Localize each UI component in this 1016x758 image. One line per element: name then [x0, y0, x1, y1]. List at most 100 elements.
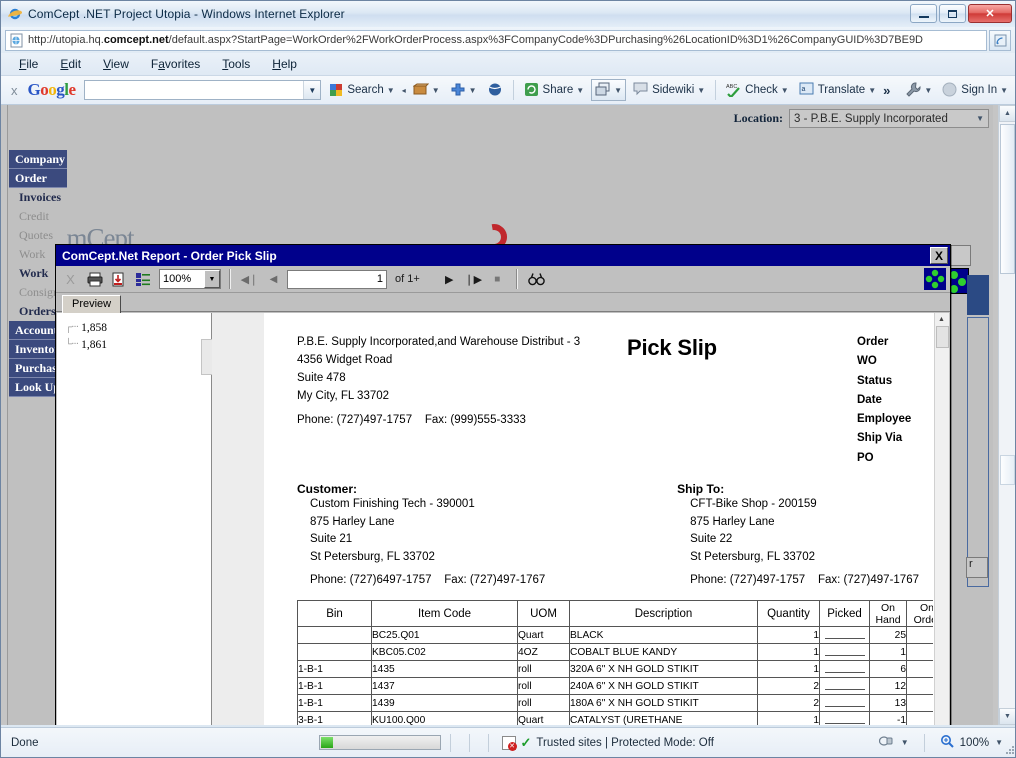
- sidebar-item-purchase[interactable]: Purchase: [9, 359, 67, 378]
- chevron-down-icon[interactable]: ▼: [868, 85, 877, 95]
- company-block: P.B.E. Supply Incorporated,and Warehouse…: [297, 333, 627, 468]
- refresh-icon[interactable]: [132, 269, 153, 290]
- menu-help[interactable]: Help: [272, 57, 297, 71]
- maximize-button[interactable]: [939, 4, 966, 23]
- shipto-contact: Phone: (727)497-1757 Fax: (727)497-1767: [690, 574, 919, 587]
- sidebar-item-quotes[interactable]: Quotes: [9, 226, 67, 245]
- stop-button[interactable]: ■: [494, 273, 501, 285]
- toolbar-divider: [512, 80, 514, 100]
- sidebar-item-work-orders[interactable]: Work: [9, 264, 67, 283]
- chevron-down-icon[interactable]: ▼: [1000, 85, 1009, 95]
- google-settings-button[interactable]: ▼: [902, 82, 935, 98]
- google-share-button[interactable]: Share ▼: [521, 82, 588, 98]
- company-address2: Suite 478: [297, 372, 346, 384]
- tree-splitter[interactable]: [212, 313, 264, 725]
- menu-favorites[interactable]: Favorites: [150, 57, 201, 71]
- field-label-date: Date: [857, 393, 882, 406]
- sidebar-item-work[interactable]: Work: [9, 245, 67, 264]
- chevron-down-icon[interactable]: ▼: [576, 85, 585, 95]
- google-search-input[interactable]: ▼: [83, 80, 322, 100]
- google-window-button[interactable]: ▼: [591, 79, 627, 101]
- sidebar-item-inventory[interactable]: Inventory: [9, 340, 67, 359]
- first-page-button[interactable]: ◀❘: [240, 273, 259, 286]
- security-zone[interactable]: ✕ ✓ Trusted sites | Protected Mode: Off: [501, 735, 714, 751]
- chevron-down-icon[interactable]: ▼: [780, 85, 789, 95]
- minimize-button[interactable]: [910, 4, 937, 23]
- tab-preview[interactable]: Preview: [62, 295, 122, 313]
- google-search-button[interactable]: Search ▼: [325, 82, 397, 98]
- google-plus-button[interactable]: ▼: [447, 82, 480, 98]
- close-button[interactable]: ✕: [968, 4, 1012, 23]
- vertical-scroll-thumb[interactable]: [935, 326, 949, 348]
- page-scroll-up-arrow[interactable]: ▲: [999, 105, 1015, 122]
- picked-writeline: [824, 631, 865, 640]
- cell-item-code: 1437: [371, 677, 518, 696]
- sidebar-item-lookup[interactable]: Look Up: [9, 378, 67, 397]
- tree-item[interactable]: ┌··· 1,858: [65, 319, 211, 336]
- search-binoculars-icon[interactable]: [526, 269, 547, 290]
- cancel-report-button[interactable]: X: [66, 271, 75, 287]
- page-number-input[interactable]: 1: [287, 269, 387, 289]
- page-scroll-down-arrow[interactable]: ▼: [999, 708, 1015, 725]
- field-label-po: PO: [857, 451, 874, 464]
- report-tabstrip: Preview: [56, 293, 950, 313]
- cell-description: COBALT BLUE KANDY: [569, 643, 758, 662]
- rss-icon[interactable]: [989, 29, 1011, 51]
- chevron-down-icon[interactable]: ▼: [431, 85, 440, 95]
- globe-icon: [487, 82, 503, 98]
- menu-file[interactable]: FFileile: [19, 57, 39, 71]
- chevron-down-icon[interactable]: ▼: [900, 738, 909, 747]
- prev-page-button[interactable]: ◀: [269, 273, 278, 285]
- google-sync-button[interactable]: [484, 82, 506, 98]
- google-check-button[interactable]: ABC Check ▼: [723, 82, 792, 99]
- sidebar-item-credit[interactable]: Credit: [9, 207, 67, 226]
- google-signin-button[interactable]: Sign In ▼: [939, 82, 1011, 98]
- zoom-icon[interactable]: [940, 734, 954, 751]
- menu-edit[interactable]: Edit: [60, 57, 82, 71]
- customer-block: Customer: Custom Finishing Tech - 390001…: [297, 468, 677, 586]
- sidebar-item-order[interactable]: Order: [9, 169, 67, 188]
- menu-tools[interactable]: Tools: [222, 57, 251, 71]
- google-translate-button[interactable]: a Translate ▼: [796, 82, 879, 98]
- report-close-button[interactable]: X: [930, 247, 948, 264]
- sidebar-item-orders[interactable]: Orders: [9, 302, 67, 321]
- page-scroll-grip[interactable]: [1000, 455, 1015, 485]
- cell-picked: [819, 626, 870, 645]
- page-scroll-thumb[interactable]: [1000, 124, 1015, 274]
- chevron-down-icon[interactable]: ▼: [386, 85, 395, 95]
- last-page-button[interactable]: ❘▶: [464, 273, 483, 286]
- address-input[interactable]: http://utopia.hq.comcept.net/default.asp…: [5, 29, 987, 51]
- location-dropdown[interactable]: 3 - P.B.E. Supply Incorporated ▼: [789, 109, 989, 128]
- sidebar-item-account[interactable]: Account: [9, 321, 67, 340]
- location-value: 3 - P.B.E. Supply Incorporated: [794, 112, 948, 125]
- page-title: Pick Slip: [627, 335, 717, 360]
- chevron-down-icon[interactable]: ▼: [614, 85, 623, 95]
- privacy-icon[interactable]: [878, 734, 895, 751]
- scroll-up-arrow[interactable]: ▲: [938, 316, 945, 323]
- sidebar-item-company[interactable]: Company: [9, 150, 67, 169]
- sidebar-item-consignment[interactable]: Consign: [9, 283, 67, 302]
- close-toolbar-icon[interactable]: x: [11, 82, 18, 98]
- zoom-dropdown[interactable]: 100% ▼: [159, 269, 221, 289]
- toolbar-overflow-button[interactable]: »: [883, 82, 891, 98]
- menu-view[interactable]: View: [103, 57, 129, 71]
- cell-on-order: 0: [906, 694, 933, 713]
- next-page-button[interactable]: ▶: [445, 273, 454, 286]
- page-vertical-scrollbar[interactable]: ▲ ▼: [998, 105, 1015, 725]
- partial-button[interactable]: r: [966, 557, 988, 578]
- document-vertical-scrollbar[interactable]: ▲ ▼: [934, 313, 949, 725]
- chevron-down-icon[interactable]: ▼: [995, 738, 1003, 747]
- sidebar-item-invoices[interactable]: Invoices: [9, 188, 67, 207]
- print-icon[interactable]: [84, 269, 105, 290]
- resize-grip[interactable]: [1003, 743, 1015, 755]
- tree-item[interactable]: └··· 1,861: [65, 336, 211, 353]
- google-sidewiki-button[interactable]: Sidewiki ▼: [630, 82, 708, 98]
- menu-bar: FFileile Edit View Favorites Tools Help: [1, 53, 1015, 75]
- blocked-popups-icon[interactable]: ✕: [501, 735, 517, 751]
- search-history-dropdown-icon[interactable]: ▼: [303, 81, 321, 99]
- google-bookmarks-button[interactable]: ▼: [410, 82, 443, 98]
- chevron-down-icon[interactable]: ▼: [924, 85, 933, 95]
- chevron-down-icon[interactable]: ▼: [468, 85, 477, 95]
- export-icon[interactable]: [108, 269, 129, 290]
- chevron-down-icon[interactable]: ▼: [697, 85, 706, 95]
